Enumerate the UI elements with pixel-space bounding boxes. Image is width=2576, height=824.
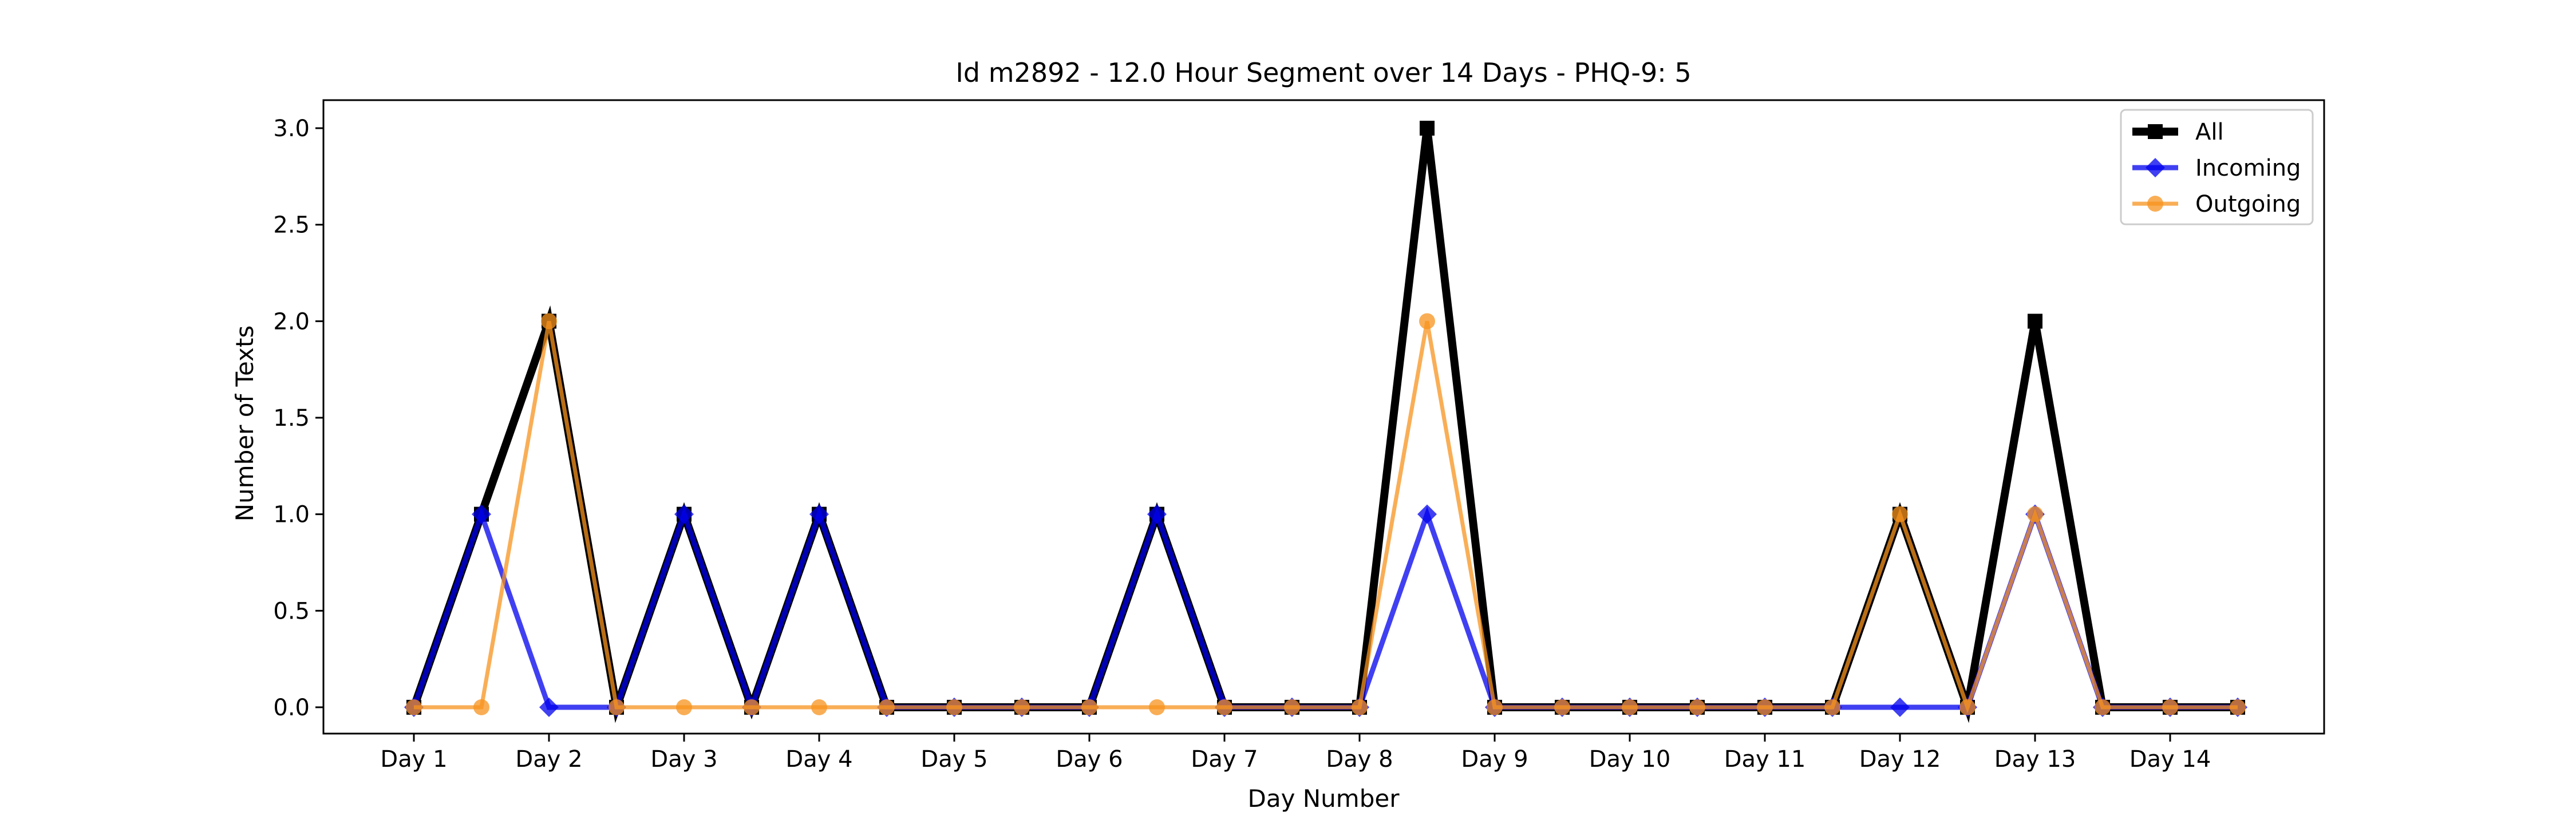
legend-label: Incoming	[2195, 155, 2301, 181]
y-axis-label: Number of Texts	[231, 326, 259, 522]
legend-box	[2120, 109, 2314, 225]
data-point-outgoing	[1419, 313, 1435, 330]
x-tick-label: Day 4	[785, 746, 852, 772]
y-tick-label: 0.5	[273, 598, 310, 624]
data-point-incoming	[674, 504, 694, 524]
data-point-outgoing	[2230, 699, 2246, 715]
data-point-outgoing	[406, 699, 422, 715]
legend-marker	[2147, 196, 2163, 212]
axes-frame	[322, 99, 2325, 735]
data-point-outgoing	[744, 699, 760, 715]
series-line-outgoing	[414, 320, 2238, 714]
data-point-outgoing	[1081, 699, 1097, 715]
data-point-outgoing	[541, 313, 557, 330]
data-point-outgoing	[609, 699, 625, 715]
data-point-incoming	[1417, 504, 1437, 524]
data-point-outgoing	[1689, 699, 1705, 715]
y-tick-label: 1.0	[273, 502, 310, 528]
x-tick-label: Day 8	[1326, 746, 1393, 772]
axis-ticks: 0.0 0.5 1.0 1.5 2.0 2.5 3.0 Day 1 Day 2 Day 3 Day …	[273, 116, 2211, 772]
data-point-outgoing	[1216, 699, 1232, 715]
y-tick-label: 1.5	[273, 405, 310, 431]
data-point-outgoing	[946, 699, 962, 715]
legend-entry-all: All	[2132, 119, 2224, 145]
series-outgoing	[406, 313, 2246, 715]
legend-entry-incoming: Incoming	[2132, 155, 2301, 181]
x-tick-label: Day 5	[920, 746, 987, 772]
legend-marker	[2146, 158, 2165, 177]
y-tick-label: 3.0	[273, 116, 310, 142]
data-point-outgoing	[1824, 699, 1840, 715]
data-point-outgoing	[2095, 699, 2111, 715]
data-point-outgoing	[2162, 699, 2178, 715]
x-tick-label: Day 10	[1589, 746, 1671, 772]
data-point-outgoing	[1487, 699, 1503, 715]
data-point-incoming	[1147, 504, 1167, 524]
x-tick-label: Day 3	[650, 746, 717, 772]
x-tick-label: Day 7	[1191, 746, 1258, 772]
legend-marker	[2148, 124, 2163, 139]
legend-label: All	[2195, 119, 2224, 145]
data-point-outgoing	[1352, 699, 1368, 715]
data-point-incoming	[809, 504, 829, 524]
x-tick-label: Day 11	[1724, 746, 1806, 772]
y-tick-label: 0.0	[273, 695, 310, 721]
x-tick-label: Day 6	[1056, 746, 1123, 772]
data-point-incoming	[472, 504, 491, 524]
x-tick-label: Day 2	[515, 746, 582, 772]
data-point-incoming	[539, 698, 559, 717]
data-point-outgoing	[676, 699, 692, 715]
y-tick-label: 2.5	[273, 212, 310, 239]
data-point-outgoing	[879, 699, 895, 715]
legend: All Incoming Outgoing	[2120, 109, 2314, 225]
data-point-all	[2028, 314, 2042, 329]
data-point-outgoing	[1892, 506, 1908, 522]
data-point-outgoing	[1554, 699, 1570, 715]
data-point-outgoing	[1284, 699, 1300, 715]
x-tick-label: Day 9	[1461, 746, 1528, 772]
x-axis-label: Day Number	[1247, 785, 1400, 813]
data-point-incoming	[1890, 698, 1910, 717]
data-point-outgoing	[1014, 699, 1030, 715]
data-point-outgoing	[1622, 699, 1638, 715]
x-tick-label: Day 13	[1994, 746, 2076, 772]
series-layer	[404, 121, 2247, 723]
x-tick-label: Day 12	[1859, 746, 1941, 772]
data-point-outgoing	[2027, 506, 2043, 522]
legend-entry-outgoing: Outgoing	[2132, 191, 2301, 217]
data-point-outgoing	[1757, 699, 1773, 715]
x-tick-label: Day 1	[380, 746, 447, 772]
data-point-outgoing	[811, 699, 827, 715]
y-tick-label: 2.0	[273, 308, 310, 335]
data-point-outgoing	[1959, 699, 1976, 715]
legend-label: Outgoing	[2195, 191, 2301, 217]
data-point-outgoing	[1149, 699, 1165, 715]
chart-title: Id m2892 - 12.0 Hour Segment over 14 Day…	[955, 57, 1691, 88]
data-point-all	[1420, 121, 1435, 136]
data-point-outgoing	[473, 699, 489, 715]
x-tick-label: Day 14	[2129, 746, 2211, 772]
